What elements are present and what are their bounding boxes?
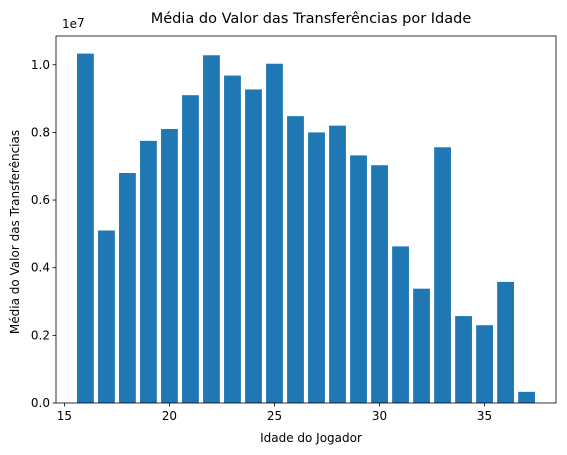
bar-age-35 xyxy=(476,325,493,403)
y-tick-label: 0.6 xyxy=(31,193,50,207)
bar-age-32 xyxy=(413,288,430,403)
y-tick-label: 0.2 xyxy=(31,328,50,342)
bar-age-31 xyxy=(392,246,409,403)
bar-age-19 xyxy=(140,140,157,403)
y-tick-label: 0.0 xyxy=(31,396,50,410)
bar-age-17 xyxy=(98,230,115,403)
x-tick-label: 20 xyxy=(162,409,177,423)
bar-age-28 xyxy=(329,125,346,403)
bar-age-29 xyxy=(350,155,367,403)
x-tick-label: 15 xyxy=(57,409,72,423)
bar-age-24 xyxy=(245,89,262,403)
y-axis-offset-label: 1e7 xyxy=(62,16,85,31)
x-tick-label: 30 xyxy=(372,409,387,423)
bar-age-16 xyxy=(77,53,94,404)
bar-age-23 xyxy=(224,75,241,404)
bar-age-18 xyxy=(119,172,136,403)
bar-age-21 xyxy=(182,95,199,404)
bars-group xyxy=(77,53,535,404)
bar-age-20 xyxy=(161,129,178,403)
plot-frame xyxy=(55,35,557,404)
bar-age-33 xyxy=(434,147,451,403)
y-axis-label: Média do Valor das Transferências xyxy=(8,130,22,334)
y-tick-label: 0.8 xyxy=(31,125,50,139)
y-axis-ticks: 0.0 0.2 0.4 0.6 0.8 1.0 xyxy=(31,58,56,410)
x-axis-ticks: 15 20 25 30 35 xyxy=(57,403,492,423)
bar-age-22 xyxy=(203,55,220,404)
bar-age-34 xyxy=(455,316,472,403)
x-axis-label: Idade do Jogador xyxy=(260,431,362,445)
bar-age-30 xyxy=(371,165,388,403)
bar-age-37 xyxy=(518,391,535,403)
x-tick-label: 25 xyxy=(267,409,282,423)
bar-age-26 xyxy=(287,116,304,403)
y-tick-label: 0.4 xyxy=(31,261,50,275)
x-tick-label: 35 xyxy=(477,409,492,423)
bar-age-36 xyxy=(497,281,514,403)
bar-age-27 xyxy=(308,132,325,403)
bar-age-25 xyxy=(266,63,283,404)
y-tick-label: 1.0 xyxy=(31,58,50,72)
chart-title: Média do Valor das Transferências por Id… xyxy=(151,11,472,27)
